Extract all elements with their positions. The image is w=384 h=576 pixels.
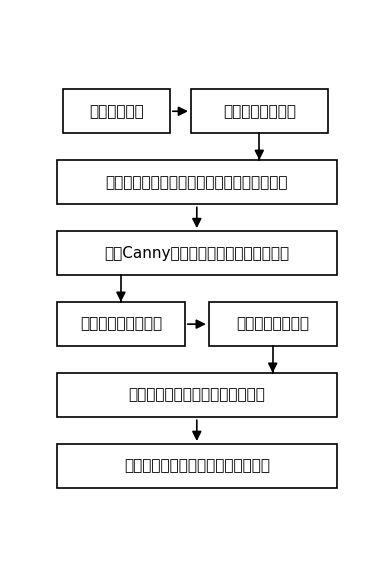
Text: 若图像尺寸大于图像尺寸阈值，进行图像缩小: 若图像尺寸大于图像尺寸阈值，进行图像缩小 [106, 175, 288, 190]
Text: 由颗粒间的背景空间确定背景参数: 由颗粒间的背景空间确定背景参数 [128, 388, 265, 403]
FancyBboxPatch shape [57, 231, 337, 275]
FancyBboxPatch shape [57, 160, 337, 204]
FancyBboxPatch shape [191, 89, 328, 134]
Text: 高斯平滑去除噪声: 高斯平滑去除噪声 [223, 104, 296, 119]
FancyBboxPatch shape [209, 302, 337, 346]
Text: 进行Canny边界扫描，并转换成二值图像: 进行Canny边界扫描，并转换成二值图像 [104, 246, 290, 261]
Text: 输入颗粒图像: 输入颗粒图像 [89, 104, 144, 119]
FancyBboxPatch shape [57, 444, 337, 488]
FancyBboxPatch shape [63, 89, 170, 134]
Text: 计算图像的边缘密度: 计算图像的边缘密度 [80, 317, 162, 332]
FancyBboxPatch shape [57, 373, 337, 417]
Text: 确定颗粒形状参数: 确定颗粒形状参数 [236, 317, 309, 332]
Text: 计算平均颗粒尺寸及图像中颗粒数目: 计算平均颗粒尺寸及图像中颗粒数目 [124, 458, 270, 473]
FancyBboxPatch shape [57, 302, 185, 346]
